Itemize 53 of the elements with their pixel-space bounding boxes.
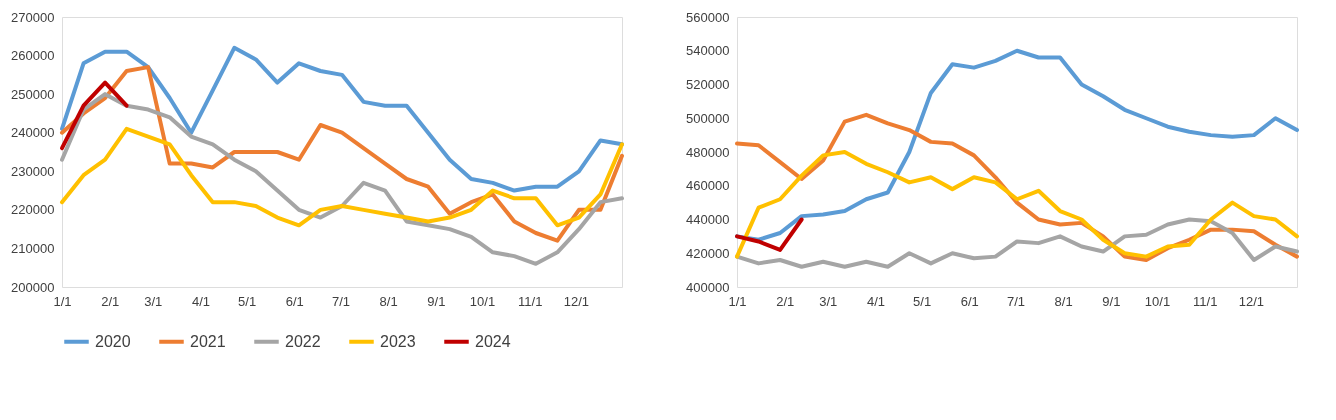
y-tick-label: 220000	[11, 202, 55, 218]
y-tick-label: 250000	[11, 86, 55, 102]
line-series	[60, 65, 624, 243]
x-tick-label: 8/1	[1054, 293, 1073, 309]
x-tick-label: 3/1	[144, 293, 163, 309]
x-tick-label: 12/1	[563, 293, 589, 309]
legend-label: 2022	[285, 332, 321, 350]
y-tick-label: 400000	[686, 279, 730, 295]
y-tick-label: 560000	[686, 9, 730, 25]
x-tick-label: 4/1	[191, 293, 210, 309]
x-tick-label: 1/1	[53, 293, 72, 309]
y-tick-label: 520000	[686, 77, 730, 92]
x-tick-label: 3/1	[819, 293, 838, 309]
y-tick-label: 460000	[686, 178, 730, 194]
y-tick-label: 440000	[686, 212, 730, 227]
line-series	[60, 126, 624, 228]
x-tick-label: 9/1	[427, 293, 446, 309]
x-tick-label: 12/1	[1238, 293, 1264, 309]
y-tick-label: 260000	[11, 48, 55, 64]
x-tick-label: 1/1	[728, 293, 747, 309]
line-series	[60, 45, 624, 193]
x-tick-label: 2/1	[776, 293, 795, 309]
y-tick-label: 540000	[686, 43, 730, 59]
x-tick-label: 11/1	[1193, 293, 1218, 309]
line-series	[60, 92, 624, 266]
legend-label: 2020	[95, 332, 131, 350]
line-series	[735, 217, 1299, 269]
x-tick-label: 8/1	[379, 293, 398, 309]
x-tick-label: 7/1	[331, 293, 350, 309]
x-tick-label: 4/1	[866, 293, 885, 309]
x-tick-label: 5/1	[238, 293, 257, 309]
y-tick-label: 420000	[686, 245, 730, 261]
x-tick-label: 10/1	[469, 293, 496, 309]
x-tick-label: 10/1	[1144, 293, 1171, 309]
y-tick-label: 480000	[686, 144, 730, 160]
legend-label: 2021	[190, 332, 226, 350]
x-tick-label: 2/1	[101, 293, 120, 309]
y-tick-label: 240000	[11, 125, 55, 141]
line-series	[735, 150, 1299, 259]
y-tick-label: 500000	[686, 110, 730, 126]
x-tick-label: 9/1	[1102, 293, 1121, 309]
x-tick-label: 11/1	[518, 293, 543, 309]
x-tick-label: 6/1	[285, 293, 304, 309]
y-tick-label: 230000	[11, 163, 55, 179]
y-tick-label: 270000	[11, 9, 55, 25]
x-tick-label: 7/1	[1006, 293, 1025, 309]
y-tick-label: 210000	[11, 240, 55, 256]
legend-label: 2024	[475, 332, 511, 350]
x-tick-label: 6/1	[960, 293, 979, 309]
y-tick-label: 200000	[11, 279, 55, 295]
legend-label: 2023	[380, 332, 416, 350]
x-tick-label: 5/1	[913, 293, 932, 309]
line-series	[735, 217, 804, 252]
